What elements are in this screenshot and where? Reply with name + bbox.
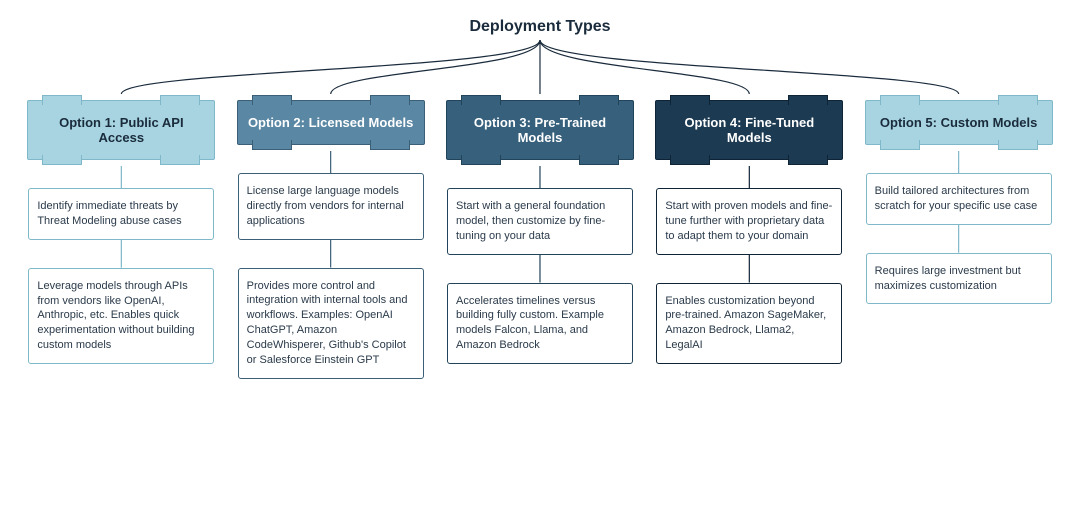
option-header: Option 4: Fine-Tuned Models: [655, 100, 843, 160]
description-box: License large language models directly f…: [238, 173, 424, 240]
diagram-title: Deployment Types: [469, 18, 610, 36]
column-option3: Option 3: Pre-Trained Models Start with a…: [442, 100, 638, 379]
option-header: Option 1: Public API Access: [27, 100, 215, 160]
description-box: Accelerates timelines versus building fu…: [447, 283, 633, 364]
option-header: Option 5: Custom Models: [865, 100, 1053, 145]
description-box: Enables customization beyond pre-trained…: [656, 283, 842, 364]
columns-container: Option 1: Public API Access Identify imme…: [0, 100, 1080, 379]
column-option5: Option 5: Custom Models Build tailored ar…: [861, 100, 1057, 379]
column-option1: Option 1: Public API Access Identify imme…: [23, 100, 219, 379]
option-header: Option 3: Pre-Trained Models: [446, 100, 634, 160]
description-box: Build tailored architectures from scratc…: [866, 173, 1052, 225]
description-box: Requires large investment but maximizes …: [866, 253, 1052, 305]
description-box: Start with a general foundation model, t…: [447, 188, 633, 255]
option-header: Option 2: Licensed Models: [237, 100, 425, 145]
column-option4: Option 4: Fine-Tuned Models Start with pr…: [651, 100, 847, 379]
description-box: Identify immediate threats by Threat Mod…: [28, 188, 214, 240]
column-option2: Option 2: Licensed Models License large l…: [233, 100, 429, 379]
description-box: Provides more control and integration wi…: [238, 268, 424, 379]
description-box: Leverage models through APIs from vendor…: [28, 268, 214, 364]
description-box: Start with proven models and fine-tune f…: [656, 188, 842, 255]
